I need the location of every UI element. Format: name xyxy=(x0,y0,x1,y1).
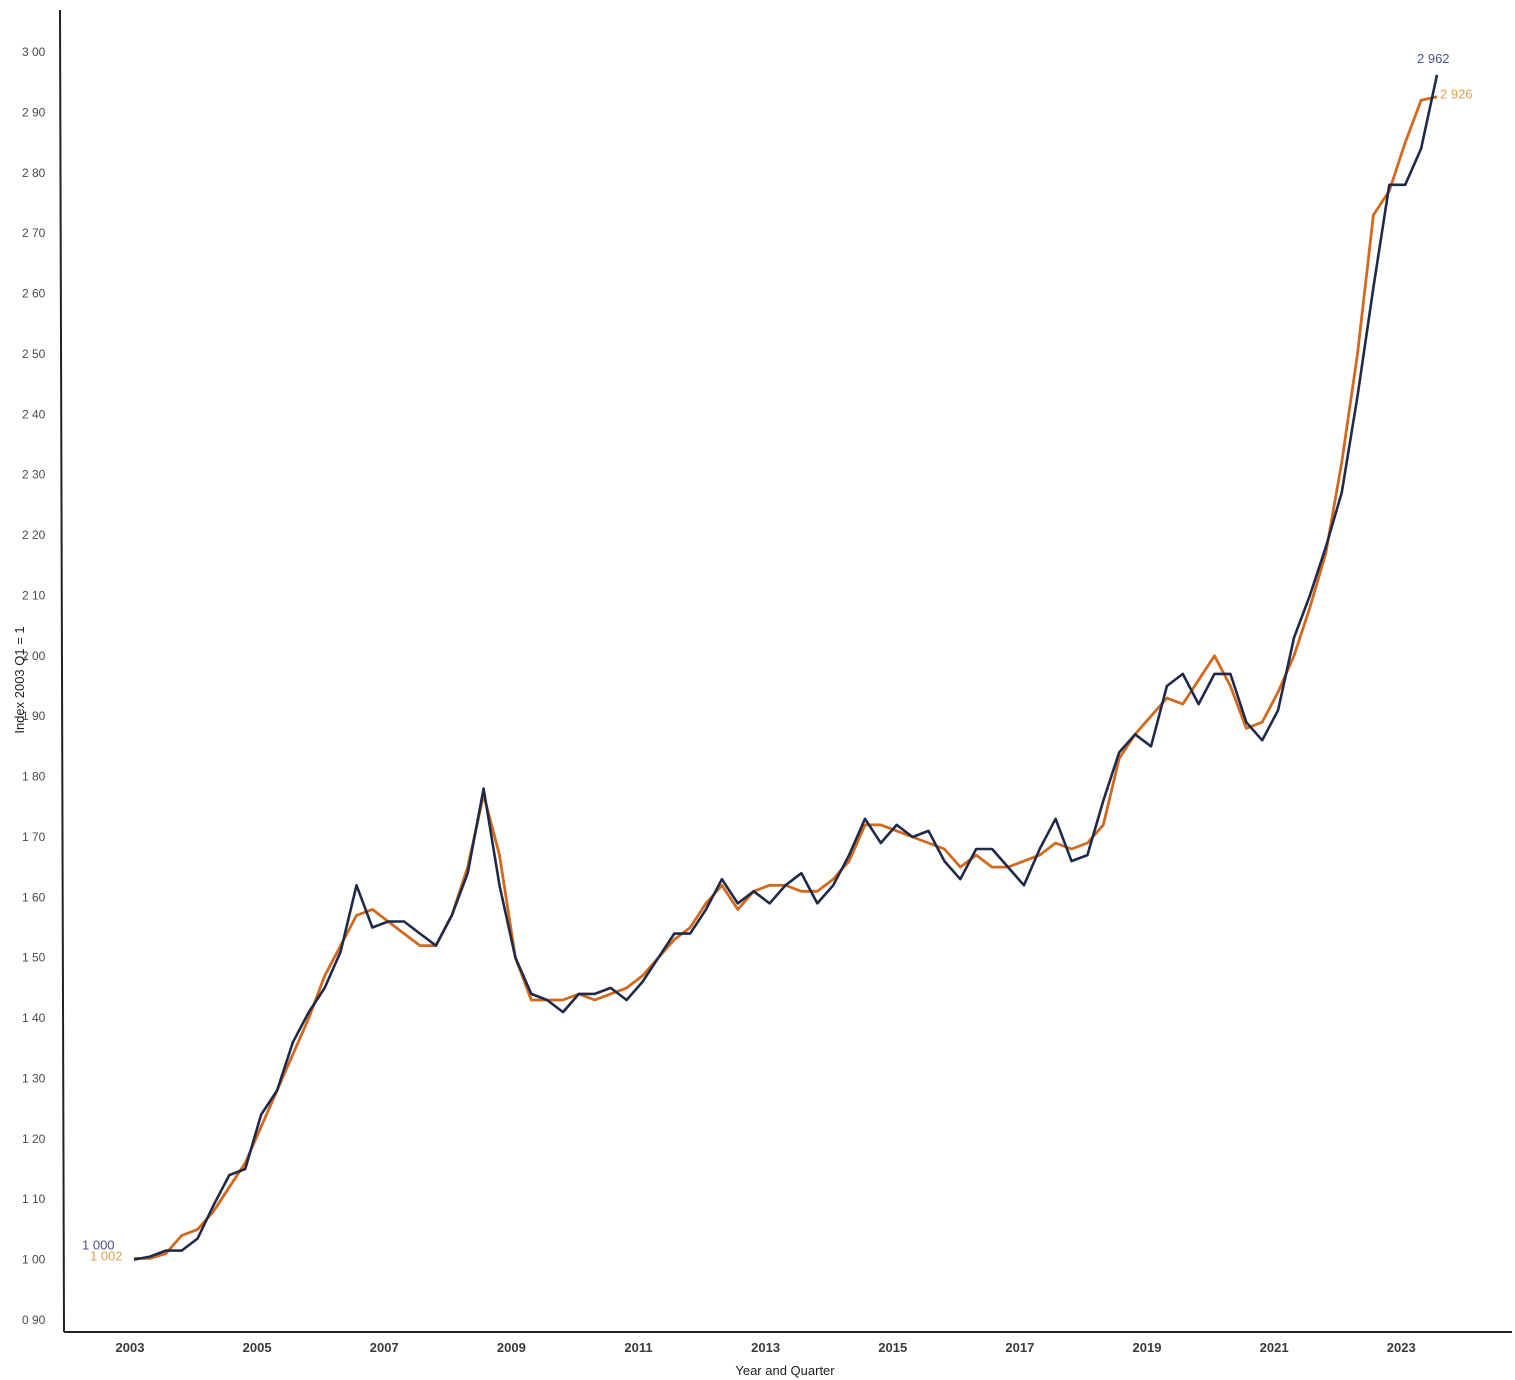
series-layer xyxy=(133,74,1439,1261)
series-orange-start-label: 1 002 xyxy=(90,1248,123,1263)
y-tick-label: 2 10 xyxy=(22,588,46,602)
y-tick-label: 1 70 xyxy=(22,830,46,844)
y-axis-line xyxy=(59,9,65,1333)
y-tick-label: 2 90 xyxy=(22,105,46,119)
x-tick-label: 2013 xyxy=(751,1340,780,1355)
y-tick-label: 0 90 xyxy=(22,1313,46,1327)
y-tick-label: 2 60 xyxy=(22,287,46,301)
y-tick-labels: 3 00 2 90 2 80 2 70 2 60 2 50 2 40 2 30 2 20 2 10… xyxy=(22,45,46,1327)
y-tick-label: 1 90 xyxy=(22,709,46,723)
y-tick-label: 2 50 xyxy=(22,347,46,361)
x-tick-label: 2015 xyxy=(878,1340,907,1355)
y-tick-label: 2 40 xyxy=(22,407,46,421)
y-axis-title: Index 2003 Q1 = 1 xyxy=(12,626,27,733)
x-tick-label: 2007 xyxy=(370,1340,399,1355)
x-tick-labels: 2003 2005 2007 2009 2011 2013 2015 2017 2019 2021… xyxy=(116,1340,1416,1355)
y-tick-label: 2 30 xyxy=(22,468,46,482)
x-axis-title: Year and Quarter xyxy=(735,1363,835,1378)
y-tick-label: 1 40 xyxy=(22,1011,46,1025)
y-tick-label: 1 50 xyxy=(22,951,46,965)
series-line-navy xyxy=(133,74,1439,1261)
y-tick-label: 1 00 xyxy=(22,1253,46,1267)
y-tick-label: 1 20 xyxy=(22,1132,46,1146)
x-tick-label: 2023 xyxy=(1387,1340,1416,1355)
y-tick-label: 2 20 xyxy=(22,528,46,542)
y-tick-label: 2 80 xyxy=(22,166,46,180)
x-tick-label: 2003 xyxy=(116,1340,145,1355)
x-tick-label: 2009 xyxy=(497,1340,526,1355)
y-tick-label: 1 10 xyxy=(22,1192,46,1206)
x-tick-label: 2011 xyxy=(624,1340,652,1355)
y-tick-label: 2 70 xyxy=(22,226,46,240)
series-orange-end-label: 2 926 xyxy=(1440,87,1473,102)
series-navy-start-label: 1 000 xyxy=(82,1238,115,1253)
y-tick-label: 1 80 xyxy=(22,770,46,784)
series-line-orange xyxy=(134,95,1438,1260)
y-tick-label: 1 30 xyxy=(22,1071,46,1085)
x-tick-label: 2021 xyxy=(1260,1340,1289,1355)
x-tick-label: 2019 xyxy=(1133,1340,1162,1355)
x-tick-label: 2017 xyxy=(1005,1340,1034,1355)
y-tick-label: 3 00 xyxy=(22,45,46,59)
x-tick-label: 2005 xyxy=(243,1340,272,1355)
series-navy-end-label: 2 962 xyxy=(1417,51,1450,66)
y-tick-label: 1 60 xyxy=(22,890,46,904)
y-tick-label: 2 00 xyxy=(22,649,46,663)
